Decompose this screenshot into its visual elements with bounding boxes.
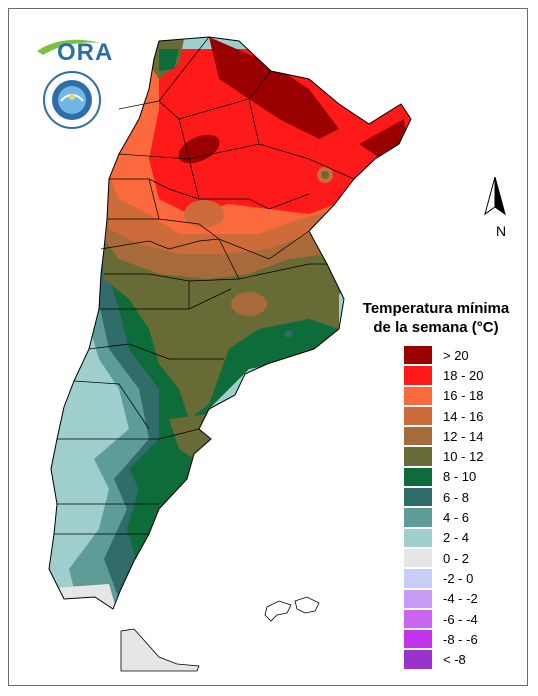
legend-item: > 20 xyxy=(403,345,483,366)
legend-title: Temperatura mínima de la semana (°C) xyxy=(343,299,527,337)
legend-label: 12 - 14 xyxy=(443,428,484,444)
legend-swatch xyxy=(403,345,433,366)
legend-swatch xyxy=(403,466,433,488)
legend-swatch xyxy=(403,547,433,569)
legend-swatch xyxy=(403,629,433,650)
legend-label: 6 - 8 xyxy=(443,489,470,505)
legend-label: -6 - -4 xyxy=(443,611,478,627)
legend-label: 8 - 10 xyxy=(443,469,477,485)
legend-swatch xyxy=(403,527,433,548)
legend-label: -2 - 0 xyxy=(443,570,474,586)
legend-item: -4 - -2 xyxy=(403,588,483,609)
legend-item: 8 - 10 xyxy=(403,466,483,488)
legend-swatch xyxy=(403,426,433,447)
temperature-zones xyxy=(49,37,411,609)
ora-logo: ORA xyxy=(39,37,115,71)
province-borders xyxy=(54,36,355,535)
legend-label: < -8 xyxy=(443,652,466,668)
legend-item: 12 - 14 xyxy=(403,426,484,447)
legend-swatch xyxy=(403,365,433,386)
legend-label: 0 - 2 xyxy=(443,550,470,566)
legend-item: 4 - 6 xyxy=(403,507,483,528)
legend-label: 16 - 18 xyxy=(443,388,484,404)
legend-item: < -8 xyxy=(403,649,483,670)
legend-swatch xyxy=(403,649,433,670)
legend-item: 14 - 16 xyxy=(403,405,484,427)
north-arrow-icon xyxy=(484,176,506,216)
legend-swatch xyxy=(403,487,433,508)
legend-swatch xyxy=(403,608,433,630)
legend-swatch xyxy=(403,405,433,427)
legend-item: 16 - 18 xyxy=(403,385,484,406)
ora-swoosh-icon xyxy=(37,39,101,55)
legend-label: 4 - 6 xyxy=(443,510,470,526)
legend-item: 0 - 2 xyxy=(403,547,483,569)
legend-swatch xyxy=(403,507,433,528)
ora-logo-text: ORA xyxy=(57,39,114,66)
legend-title-line1: Temperatura mínima xyxy=(362,300,510,317)
legend-swatch xyxy=(403,446,433,467)
legend: Temperatura mínima de la semana (°C) > 2… xyxy=(349,299,527,670)
legend-item: 18 - 20 xyxy=(403,365,484,386)
legend-swatch xyxy=(403,385,433,406)
legend-item: -6 - -4 xyxy=(403,608,483,630)
legend-label: 18 - 20 xyxy=(443,367,484,383)
legend-item: -2 - 0 xyxy=(403,568,483,589)
north-label: N xyxy=(496,223,507,239)
legend-label: -4 - -2 xyxy=(443,591,478,607)
legend-item: 10 - 12 xyxy=(403,446,484,467)
tierra-del-fuego xyxy=(120,628,200,672)
country-outline xyxy=(48,36,412,610)
legend-item: -8 - -6 xyxy=(403,629,483,650)
legend-list: > 20 18 - 20 16 - 18 14 - 16 12 - 14 10 - 12 8… xyxy=(403,345,483,670)
malvinas-islands xyxy=(264,596,320,622)
legend-swatch xyxy=(403,568,433,589)
legend-label: -8 - -6 xyxy=(443,631,478,647)
legend-label: > 20 xyxy=(443,347,469,363)
map-frame: ORA N Temperatura mínima de la semana (°… xyxy=(8,8,528,686)
legend-label: 2 - 4 xyxy=(443,530,470,546)
legend-item: 2 - 4 xyxy=(403,527,483,548)
temperature-map xyxy=(37,36,506,672)
legend-swatch xyxy=(403,588,433,609)
legend-item: 6 - 8 xyxy=(403,487,483,508)
legend-label: 14 - 16 xyxy=(443,408,484,424)
legend-title-line2: de la semana (°C) xyxy=(373,319,499,336)
legend-label: 10 - 12 xyxy=(443,449,484,465)
smn-seal-icon xyxy=(43,71,101,129)
